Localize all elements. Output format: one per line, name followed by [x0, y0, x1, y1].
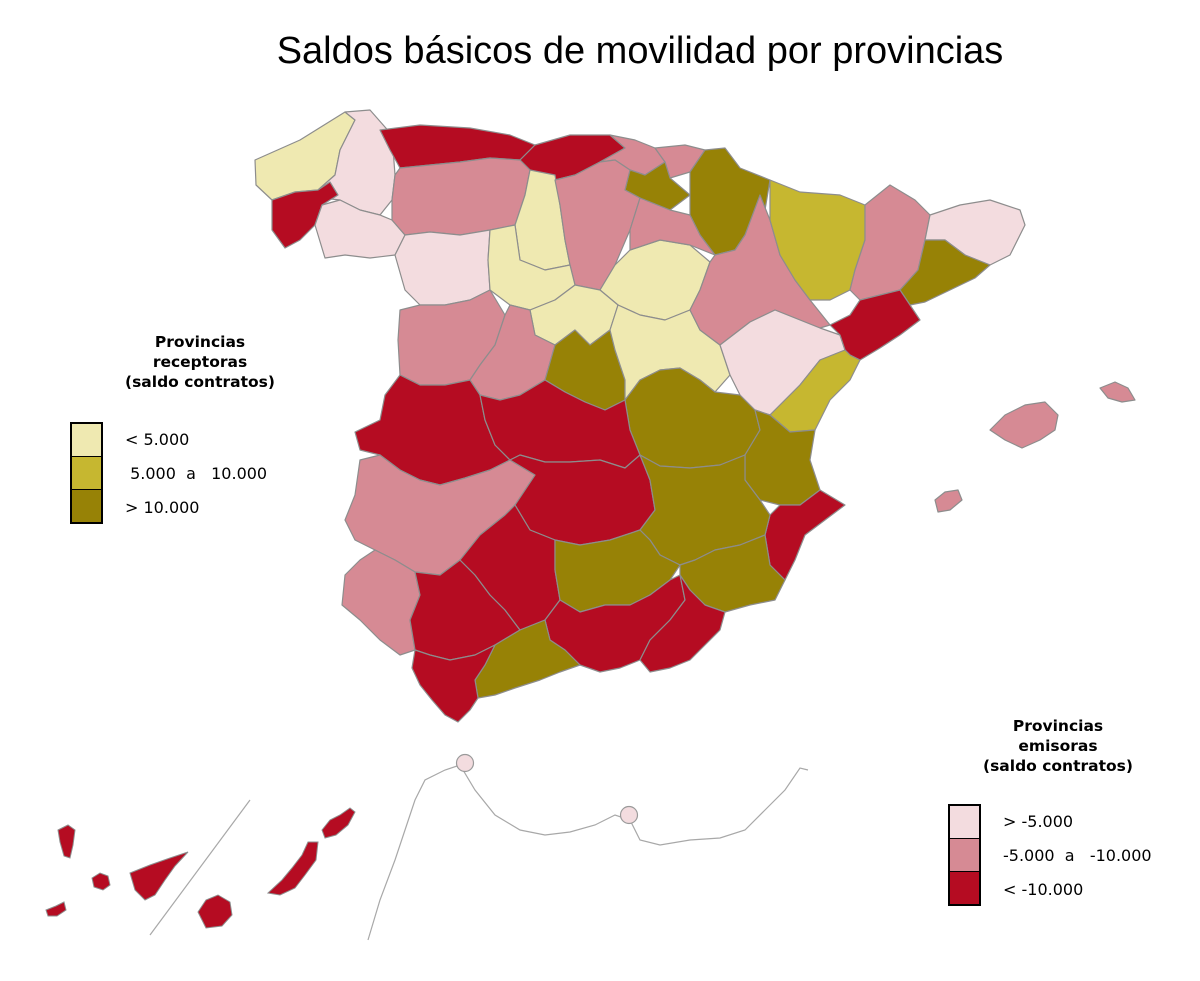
map-title: Saldos básicos de movilidad por provinci…	[276, 30, 1004, 72]
province-baleares-ibiza[interactable]	[934, 489, 963, 513]
canarias-gran-canaria[interactable]	[197, 894, 233, 929]
legend-receptoras-title: Provincias receptoras (saldo contratos)	[100, 332, 300, 392]
province-baleares-mallorca[interactable]	[989, 401, 1059, 449]
province-leon[interactable]	[391, 157, 531, 236]
legend-label: > 10.000	[125, 497, 200, 517]
legend-item: 5.000 a 10.000	[70, 456, 267, 490]
canarias-lanzarote[interactable]	[321, 807, 356, 839]
africa-coastline	[367, 764, 809, 941]
legend-swatch	[948, 804, 981, 838]
melilla-marker[interactable]	[619, 805, 639, 825]
legend-title-line: Provincias	[1012, 717, 1104, 735]
province-baleares-menorca[interactable]	[1099, 381, 1136, 403]
province-almeria[interactable]	[639, 574, 726, 673]
province-tarragona[interactable]	[829, 289, 921, 361]
legend-item: < 5.000	[70, 422, 189, 456]
legend-item: > 10.000	[70, 490, 199, 524]
legend-title-line: receptoras	[152, 353, 248, 371]
canarias-la-gomera[interactable]	[91, 872, 111, 891]
legend-title-line: (saldo contratos)	[125, 373, 275, 391]
legend-swatch	[70, 422, 103, 456]
legend-label: -5.000 a -10.000	[1003, 845, 1152, 865]
province-zamora[interactable]	[394, 229, 491, 306]
legend-label: < 5.000	[125, 429, 190, 449]
legend-emisoras: Provincias emisoras (saldo contratos) > …	[948, 716, 1188, 916]
legend-emisoras-title: Provincias emisoras (saldo contratos)	[948, 716, 1168, 776]
legend-swatch	[948, 838, 981, 872]
legend-label: > -5.000	[1003, 811, 1074, 831]
legend-swatch	[948, 872, 981, 906]
legend-title-line: Provincias	[154, 333, 246, 351]
legend-swatch	[70, 456, 103, 490]
canarias-separator-line	[149, 799, 251, 936]
province-cadiz[interactable]	[411, 644, 496, 723]
legend-title-line: emisoras	[1018, 737, 1098, 755]
legend-item: -5.000 a -10.000	[948, 838, 1152, 872]
province-barcelona[interactable]	[899, 239, 991, 306]
legend-item: > -5.000	[948, 804, 1073, 838]
ceuta-marker[interactable]	[455, 753, 475, 773]
province-castellon[interactable]	[769, 349, 861, 433]
canarias-la-palma[interactable]	[57, 824, 76, 859]
legend-title-line: (saldo contratos)	[983, 757, 1133, 775]
canarias-el-hierro[interactable]	[45, 901, 67, 917]
province-la-rioja[interactable]	[629, 197, 716, 256]
canarias-fuerteventura[interactable]	[266, 841, 319, 896]
legend-label: 5.000 a 10.000	[125, 463, 268, 483]
legend-receptoras: Provincias receptoras (saldo contratos) …	[70, 332, 330, 532]
legend-label: < -10.000	[1003, 879, 1084, 899]
legend-swatch	[70, 490, 103, 524]
canarias-tenerife[interactable]	[129, 851, 189, 901]
legend-item: < -10.000	[948, 872, 1083, 906]
